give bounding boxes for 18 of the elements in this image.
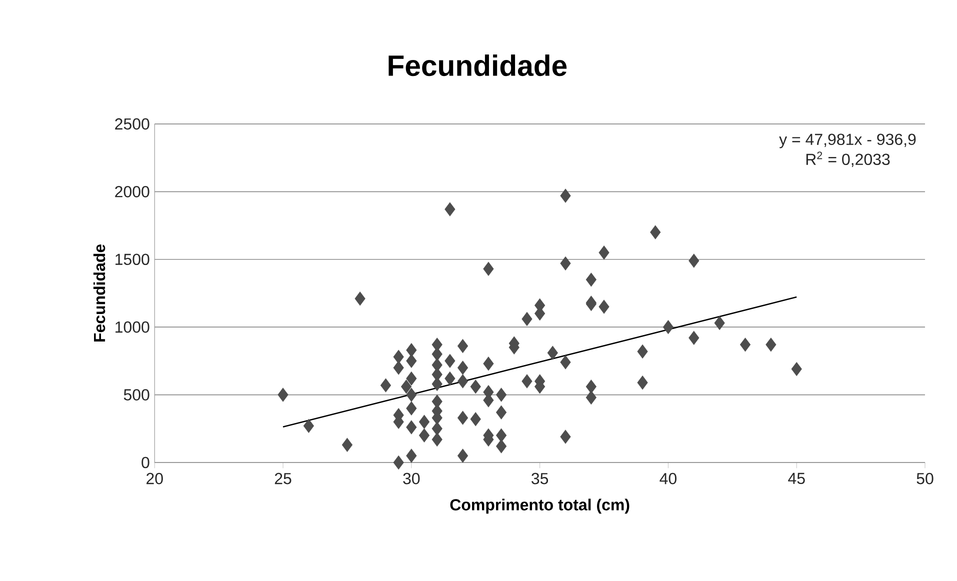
y-tick-label: 1000 [116,321,150,333]
y-tick-label: 2500 [115,118,150,130]
x-axis-title: Comprimento total (cm) [450,498,630,514]
annotation: y = 47,981x - 936,9 [779,134,916,148]
y-tick-label: 1500 [116,254,150,265]
x-tick-label: 50 [916,472,934,484]
x-tick-label: 45 [788,472,805,484]
x-tick-label: 25 [274,472,292,484]
x-tick-label: 40 [660,472,676,484]
annotation: R$^{2}$ = 0,2033 [806,152,890,167]
x-tick-label: 20 [146,472,163,484]
x-tick-label: 35 [532,472,548,484]
y-axis-title: Fecundidade [93,244,106,342]
chart-title: Fecundidade [388,54,567,76]
x-tick-label: 30 [403,472,420,484]
y-tick-label: 500 [124,389,150,400]
y-tick-label: 2000 [115,186,150,198]
y-tick-label: 0 [142,456,150,468]
